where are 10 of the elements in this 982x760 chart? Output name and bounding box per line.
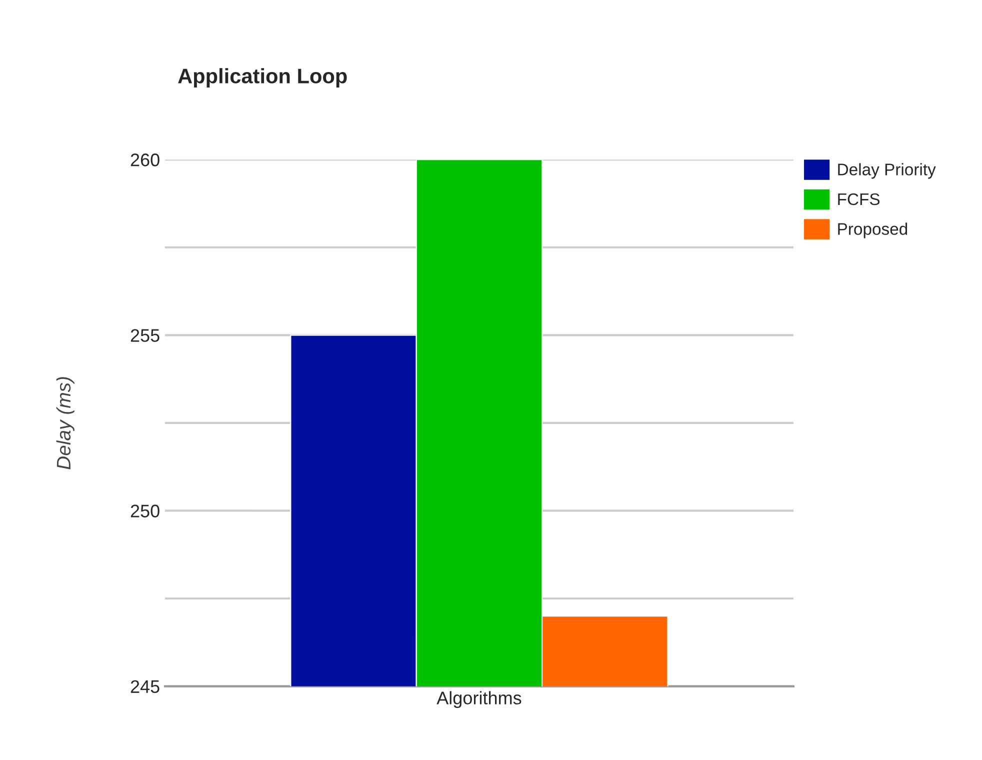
legend-label: Delay Priority (838, 163, 936, 179)
y-tick-label: 250 (130, 504, 160, 518)
y-tick-label: 260 (130, 154, 160, 166)
legend-label: Proposed (838, 222, 908, 238)
chart-title: Application Loop (178, 68, 347, 88)
x-tick-label: Algorithms (436, 691, 522, 708)
legend-label: FCFS (838, 193, 880, 206)
y-axis-title: Delay (ms) (56, 377, 74, 470)
y-tick-label: 255 (130, 329, 160, 342)
y-tick-label: 245 (130, 680, 160, 693)
